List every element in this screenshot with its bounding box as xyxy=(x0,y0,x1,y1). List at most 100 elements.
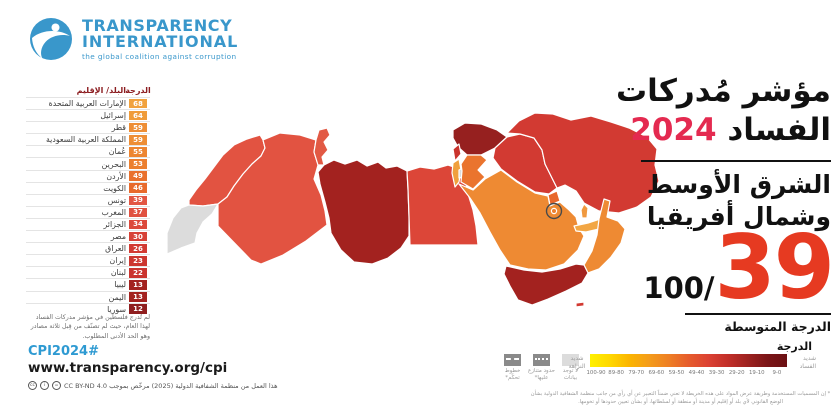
logo-line1: TRANSPARENCY xyxy=(82,15,233,35)
score-badge: 46 xyxy=(129,183,147,193)
header-score: الدرجة xyxy=(125,86,151,95)
swatch-box-icon xyxy=(533,354,550,366)
legend-clean-label: شديد النزاهة xyxy=(568,355,586,370)
table-row: لبنان 22 xyxy=(26,266,150,278)
score-gradient-bar xyxy=(590,354,787,367)
score-value: 39 xyxy=(714,216,835,319)
table-row: المملكة العربية السعودية 59 xyxy=(26,133,150,145)
average-score-label: الدرجة المتوسطة xyxy=(724,319,831,334)
license-text: هذا العمل من منظمة الشفافية الدولية (202… xyxy=(64,381,278,390)
legend-tick: 39-30 xyxy=(708,370,725,376)
ti-logo: TRANSPARENCY INTERNATIONAL the global co… xyxy=(28,16,238,62)
swatch-box-icon xyxy=(562,354,579,366)
average-score: 100/39 xyxy=(643,216,835,319)
score-badge: 12 xyxy=(129,304,147,314)
table-row: إسرائيل 64 xyxy=(26,109,150,121)
score-badge: 68 xyxy=(129,98,147,109)
legend-swatch: خطوط تحكّم* xyxy=(498,354,527,382)
legend-swatch: لا توجد بيانات xyxy=(556,354,585,382)
title-line2: الفساد 2024 xyxy=(630,112,831,149)
country-oman xyxy=(583,198,626,274)
header-country: البلد/ الإقليم xyxy=(76,86,126,95)
score-badge: 30 xyxy=(129,231,147,242)
score-badge: 22 xyxy=(129,268,147,278)
title-line1: مؤشر مُدركات xyxy=(616,73,831,109)
legend-tick: 69-60 xyxy=(648,370,665,376)
table-row: إيران 23 xyxy=(26,254,150,266)
table-header: البلد/ الإقليم الدرجة xyxy=(26,84,151,97)
country-tunisia xyxy=(313,127,331,166)
legend-tick: 59-50 xyxy=(668,370,685,376)
license-line: cc i = هذا العمل من منظمة الشفافية الدول… xyxy=(28,381,280,390)
score-badge: 64 xyxy=(129,110,147,121)
country-yemen xyxy=(503,263,589,306)
country-name: تونس xyxy=(107,195,126,205)
table-row: الكويت 46 xyxy=(26,181,150,194)
swatch-label: لا توجد بيانات xyxy=(562,368,579,382)
cc-by-icon: i xyxy=(40,381,49,390)
score-badge: 53 xyxy=(129,159,147,169)
title-year: 2024 xyxy=(630,112,717,149)
table-row: سوريا 12 xyxy=(26,302,150,315)
table-row: العراق 26 xyxy=(26,242,150,254)
country-name: الجزائر xyxy=(103,219,126,229)
country-name: إسرائيل xyxy=(100,111,126,121)
score-badge: 59 xyxy=(129,122,147,133)
legend-tick: 29-20 xyxy=(728,370,745,376)
globe-icon xyxy=(30,18,72,60)
legend-footnote: * إن المسميات المستخدمة وطريقة عرض الموا… xyxy=(530,391,831,406)
legend-tick: 79-70 xyxy=(628,370,645,376)
score-badge: 49 xyxy=(129,171,147,181)
table-row: الأردن 49 xyxy=(26,169,150,182)
country-uae xyxy=(573,218,601,233)
region-line2: وشمال أفريقيا xyxy=(646,202,831,231)
country-qatar xyxy=(580,203,589,219)
region-title: الشرق الأوسط وشمال أفريقيا xyxy=(647,169,831,233)
legend-swatches: خطوط تحكّم* حدود متنازع عليها* لا توجد ب… xyxy=(498,354,585,382)
country-lebanon xyxy=(452,143,462,162)
mena-map xyxy=(166,112,660,308)
country-name: الإمارات العربية المتحدة xyxy=(48,99,126,109)
country-name: عُمان xyxy=(108,147,126,157)
legend-tick: 19-10 xyxy=(748,370,765,376)
country-jordan xyxy=(460,154,488,190)
table-row: مصر 30 xyxy=(26,230,150,242)
table-row: ليبيا 13 xyxy=(26,278,150,290)
table-row: الجزائر 34 xyxy=(26,217,150,230)
table-body: الإمارات العربية المتحدة 68 إسرائيل 64 ق… xyxy=(26,97,150,315)
island-socotra xyxy=(575,301,585,308)
cpi-hashtag: CPI2024# xyxy=(28,344,99,359)
country-libya xyxy=(317,159,410,265)
table-row: قطر 59 xyxy=(26,121,150,133)
bahrain-highlight-circle xyxy=(545,202,563,220)
cc-nd-icon: = xyxy=(52,381,61,390)
score-badge: 34 xyxy=(129,219,147,230)
table-row: عُمان 55 xyxy=(26,145,150,157)
legend-tick: 9-0 xyxy=(772,370,782,376)
country-iran xyxy=(506,112,660,214)
country-name: المملكة العربية السعودية xyxy=(46,135,126,145)
country-name: المغرب xyxy=(101,207,126,217)
region-line1: الشرق الأوسط xyxy=(646,170,831,199)
score-badge: 37 xyxy=(129,207,147,218)
title-divider xyxy=(641,160,831,162)
page-title: مؤشر مُدركات الفساد 2024 xyxy=(616,72,831,150)
table-row: البحرين 53 xyxy=(26,157,150,169)
legend-corrupt-label: شديد الفساد xyxy=(799,355,816,370)
legend-tick: 100-90 xyxy=(586,370,606,376)
country-name: لبنان xyxy=(110,268,126,278)
country-name: ليبيا xyxy=(114,280,126,290)
country-name: الكويت xyxy=(103,183,126,193)
palestine-footnote: لم تُدرج فلسطين في مؤشر مدركات الفساد له… xyxy=(30,314,150,340)
score-badge: 23 xyxy=(129,256,147,266)
logo-tagline: the global coalition against corruption xyxy=(82,51,237,61)
table-row: تونس 39 xyxy=(26,193,150,206)
score-badge: 13 xyxy=(129,280,147,290)
website-link[interactable]: www.transparency.org/cpi xyxy=(28,360,228,376)
country-name: إيران xyxy=(109,256,126,266)
country-name: مصر xyxy=(110,232,126,242)
country-name: سوريا xyxy=(107,304,126,314)
score-badge: 55 xyxy=(129,147,147,157)
country-name: الأردن xyxy=(106,171,126,181)
